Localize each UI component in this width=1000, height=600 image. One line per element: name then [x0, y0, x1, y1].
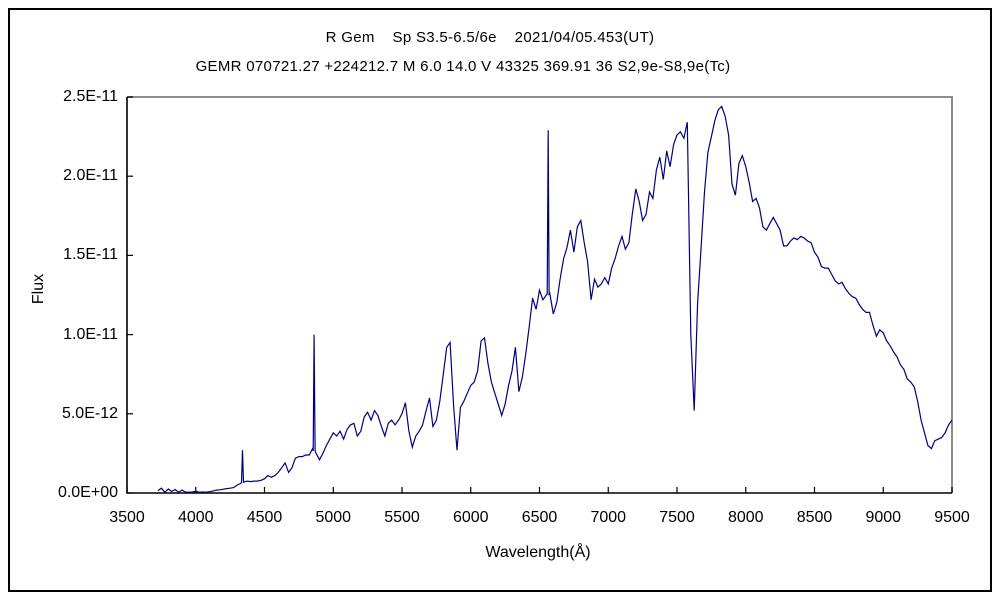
- axis-lines: [126, 97, 952, 494]
- chart-title: R Gem Sp S3.5-6.5/6e 2021/04/05.453(UT): [325, 29, 655, 46]
- y-tick-label: 2.0E-11: [63, 167, 118, 185]
- x-axis-title: Wavelength(Å): [485, 544, 591, 561]
- plot-box-border: [127, 96, 953, 493]
- y-tick-label: 1.0E-11: [63, 325, 118, 343]
- y-tick-label: 2.5E-11: [63, 88, 118, 105]
- figure-border: [8, 8, 992, 592]
- x-tick-label: 9000: [865, 509, 902, 526]
- x-tick-label: 4500: [246, 509, 283, 526]
- chart-subtitle: GEMR 070721.27 +224212.7 M 6.0 14.0 V 43…: [195, 58, 731, 75]
- x-tick-label: 5500: [384, 509, 420, 526]
- y-tick-label: 5.0E-12: [61, 404, 118, 422]
- x-tick-label: 6000: [452, 509, 489, 526]
- y-tick-label: 0.0E+00: [57, 484, 118, 501]
- y-tick-label: 1.5E-11: [63, 246, 118, 264]
- x-tick-label: 7000: [590, 509, 627, 526]
- x-tick-label: 8000: [727, 509, 764, 526]
- x-tick-label: 8500: [796, 509, 833, 526]
- x-tick-label: 5000: [315, 509, 352, 526]
- x-tick-label: 4000: [177, 509, 214, 526]
- spectrum-line: [157, 105, 953, 494]
- x-tick-label: 3500: [109, 509, 145, 526]
- x-tick-label: 7500: [659, 509, 695, 526]
- x-tick-label: 6500: [521, 509, 558, 526]
- x-tick-label: 9500: [934, 509, 970, 526]
